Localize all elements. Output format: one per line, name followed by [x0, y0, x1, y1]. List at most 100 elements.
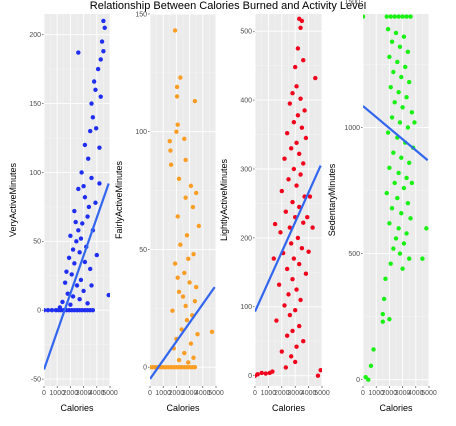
data-point — [396, 14, 401, 19]
data-point — [174, 84, 180, 90]
data-point — [74, 283, 80, 288]
data-point — [97, 181, 102, 186]
y-tick-label: 0 — [37, 308, 41, 315]
data-point — [283, 365, 289, 370]
data-point — [69, 272, 74, 277]
data-point — [298, 25, 303, 30]
data-point — [76, 50, 81, 55]
data-point — [188, 341, 194, 346]
data-point — [82, 259, 88, 265]
data-point — [172, 261, 178, 266]
points-group — [44, 18, 110, 370]
y-tick-label: 100 — [135, 129, 147, 136]
data-point — [293, 359, 298, 365]
data-point — [294, 183, 299, 188]
data-point — [409, 110, 415, 115]
data-point — [68, 302, 73, 307]
x-tick-label: 3000 — [182, 390, 198, 397]
data-point — [404, 175, 409, 181]
data-point — [399, 211, 404, 216]
data-point — [400, 14, 405, 19]
data-point — [391, 150, 396, 155]
data-point — [284, 130, 290, 136]
data-point — [70, 294, 76, 299]
y-tick-label: 0 — [248, 373, 252, 380]
data-point — [297, 151, 302, 157]
data-point — [99, 39, 105, 44]
data-point — [91, 79, 97, 84]
data-point — [274, 318, 279, 323]
data-point — [380, 311, 385, 317]
data-point — [194, 190, 199, 196]
data-point — [401, 185, 407, 191]
x-tick-label: 0 — [148, 390, 152, 397]
data-point — [301, 339, 306, 344]
data-point — [392, 100, 397, 105]
x-axis-title: Calories — [272, 403, 306, 413]
data-point — [66, 255, 72, 261]
data-point — [272, 221, 278, 227]
data-point — [178, 75, 183, 80]
y-axis-title: VeryActiveMinutes — [8, 162, 18, 237]
data-point — [74, 239, 79, 244]
x-tick-label: 5000 — [102, 390, 118, 397]
y-tick-label: 1000 — [344, 125, 360, 132]
y-tick-label: -50 — [31, 377, 41, 384]
data-point — [404, 231, 409, 236]
data-point — [387, 165, 392, 171]
data-point — [90, 115, 96, 120]
data-point — [397, 44, 403, 49]
data-point — [255, 372, 260, 377]
data-point — [72, 261, 77, 266]
data-point — [270, 369, 275, 374]
x-tick-label: 2000 — [382, 390, 398, 397]
data-point — [73, 219, 78, 225]
data-point — [294, 287, 299, 292]
data-point — [407, 79, 412, 85]
data-point — [182, 350, 187, 356]
data-point — [72, 208, 77, 214]
data-point — [408, 216, 413, 221]
data-point — [186, 360, 191, 365]
data-point — [383, 276, 388, 282]
data-point — [288, 241, 294, 246]
x-axis-title: Calories — [166, 403, 200, 413]
data-point — [293, 308, 298, 313]
data-point — [78, 236, 84, 241]
data-point — [306, 249, 311, 254]
data-point — [396, 170, 401, 176]
data-point — [45, 308, 51, 313]
data-point — [299, 246, 305, 251]
data-point — [305, 215, 310, 220]
data-point — [297, 261, 302, 267]
data-point — [195, 332, 200, 337]
data-point — [279, 349, 284, 354]
data-point — [387, 221, 392, 226]
data-point — [106, 292, 110, 298]
data-point — [190, 204, 196, 210]
data-point — [283, 209, 289, 214]
data-point — [298, 96, 303, 101]
y-tick-label: 0 — [356, 377, 360, 384]
data-point — [290, 199, 295, 205]
data-point — [404, 95, 409, 100]
data-point — [307, 194, 313, 199]
y-tick-label: 200 — [240, 235, 252, 242]
data-point — [175, 122, 180, 127]
data-point — [77, 250, 82, 255]
data-point — [397, 251, 403, 256]
data-point — [371, 347, 376, 352]
data-point — [172, 28, 178, 33]
data-point — [184, 317, 190, 323]
points-group — [150, 28, 216, 380]
data-point — [191, 251, 196, 257]
data-point — [182, 270, 187, 276]
data-point — [170, 308, 175, 313]
data-point — [404, 14, 409, 19]
data-point — [295, 46, 301, 51]
data-point — [191, 355, 196, 360]
y-axis-title: LightlyActiveMinutes — [219, 158, 229, 241]
chart-title: Relationship Between Calories Burned and… — [89, 0, 367, 12]
data-point — [187, 280, 192, 285]
